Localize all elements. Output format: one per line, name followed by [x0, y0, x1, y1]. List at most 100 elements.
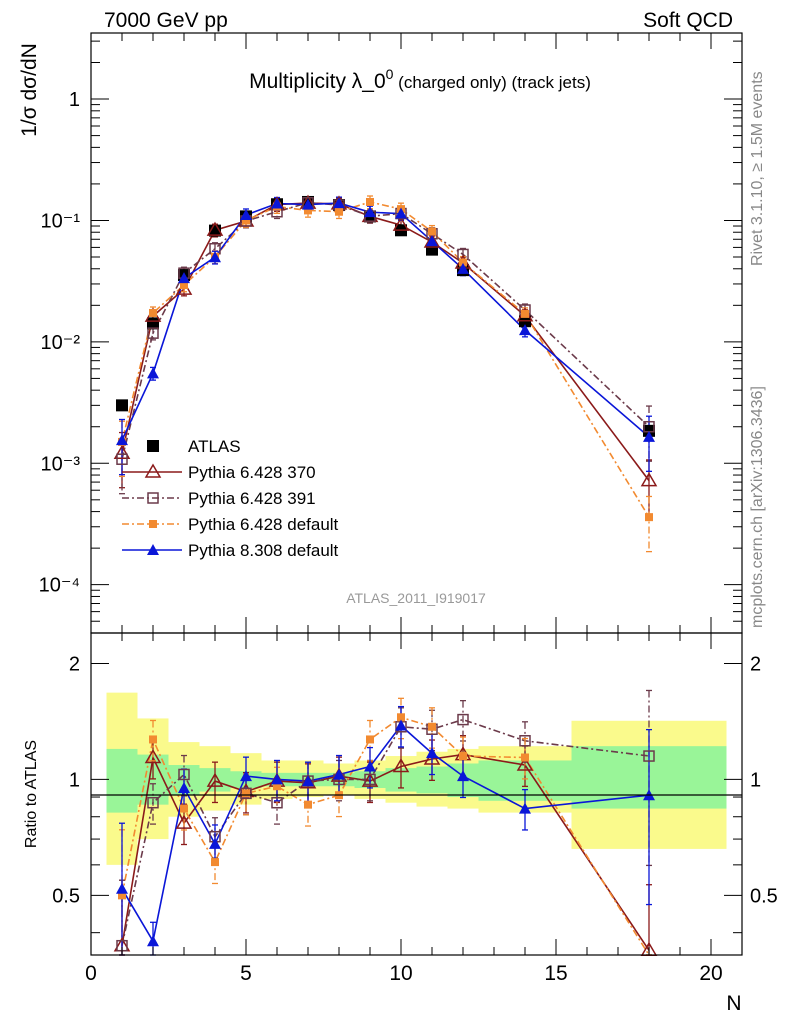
chart-title-superscript: 0 [386, 66, 394, 82]
data-point [640, 472, 658, 487]
ratio-data-point [395, 719, 407, 731]
ratio-data-point [178, 768, 190, 781]
ratio-data-point [643, 750, 655, 762]
data-point [333, 197, 345, 209]
legend-label: Pythia 6.428 391 [188, 489, 316, 508]
ratio-y-tick-label-right: 0.5 [750, 885, 778, 907]
mcplots-label: mcplots.cern.ch [arXiv:1306.3436] [749, 386, 766, 628]
data-point [643, 424, 655, 437]
legend-marker [147, 440, 159, 452]
ratio-y-tick-label-right: 2 [750, 653, 761, 675]
tick-labels: 0 5 10 15 20 10⁻⁴ 10⁻³ 10⁻² 10⁻¹ 1 0.5 0.5 1 1 2 2 [39, 89, 778, 985]
legend-marker [147, 492, 159, 504]
ratio-data-point [147, 935, 159, 947]
legend-marker [147, 544, 159, 555]
header-right: Soft QCD [643, 9, 733, 32]
legend-label: Pythia 6.428 default [188, 515, 339, 534]
data-point [116, 399, 128, 412]
data-point [271, 197, 283, 209]
ratio-data-point [457, 713, 469, 726]
ratio-y-tick-label: 1 [69, 769, 80, 791]
legend-label: Pythia 8.308 default [188, 541, 339, 560]
legend-marker [149, 520, 157, 528]
ratio-series-line [121, 716, 650, 956]
series-line [121, 201, 650, 460]
data-point [364, 206, 376, 218]
data-point [423, 233, 441, 248]
ratio-data-point [519, 802, 531, 814]
y-tick-label: 10⁻⁴ [39, 575, 80, 597]
ratio-data-point [209, 837, 221, 849]
ratio-data-point [392, 758, 410, 773]
data-markers [113, 194, 658, 957]
ratio-y-tick-label-right: 1 [750, 769, 761, 791]
legend: ATLAS Pythia 6.428 370 Pythia 6.428 391 Pyt… [122, 437, 339, 560]
x-tick-label: 5 [240, 962, 252, 985]
ratio-data-point [147, 796, 159, 809]
ratio-data-point [206, 772, 224, 787]
data-point [116, 453, 128, 465]
data-point [335, 207, 343, 216]
ratio-data-point [459, 752, 467, 761]
ratio-data-point [240, 787, 252, 800]
ratio-data-point [175, 814, 193, 829]
ratio-data-point [304, 800, 312, 809]
ratio-data-point [240, 770, 252, 782]
ratio-data-point [116, 882, 128, 894]
y-tick-label: 10⁻³ [41, 453, 81, 475]
x-tick-label: 0 [85, 962, 97, 985]
data-point [459, 258, 467, 267]
data-point [519, 324, 531, 336]
ratio-y-tick-label: 0.5 [52, 885, 80, 907]
axis-ticks [90, 33, 743, 955]
data-point [149, 308, 157, 317]
legend-label: Pythia 6.428 370 [188, 463, 316, 482]
data-point [304, 206, 312, 215]
ratio-data-point [457, 770, 469, 782]
ratio-data-point [516, 756, 534, 771]
ratio-panel-frame [90, 632, 743, 956]
chart-title: Multiplicity λ_00 (charged only) (track … [249, 66, 591, 93]
ratio-data-point [361, 772, 379, 787]
ratio-data-point [178, 781, 190, 793]
ratio-data-point [144, 749, 162, 764]
y-tick-label: 10⁻¹ [41, 210, 81, 232]
legend-label: ATLAS [188, 437, 241, 456]
rivet-label: Rivet 3.1.10, ≥ 1.5M events [749, 71, 766, 266]
x-axis-label: N [726, 992, 741, 1015]
data-point [116, 434, 128, 446]
ratio-data-point [364, 773, 376, 786]
ratio-data-point [273, 782, 281, 791]
x-tick-label: 10 [389, 962, 412, 985]
ratio-data-point [118, 891, 126, 900]
data-point [302, 198, 314, 210]
band-inner [106, 748, 138, 813]
ratio-data-point [426, 747, 438, 759]
ratio-data-point [333, 768, 345, 780]
chart-title-suffix: (charged only) (track jets) [393, 73, 590, 92]
data-point [426, 235, 438, 247]
data-point [521, 309, 529, 318]
data-point [242, 216, 250, 225]
x-tick-label: 20 [699, 962, 722, 985]
data-point [180, 281, 188, 290]
series-line [121, 202, 650, 441]
ratio-y-axis-label: Ratio to ATLAS [23, 740, 40, 848]
ratio-data-point [271, 773, 283, 785]
ratio-series-line [121, 724, 650, 944]
data-point [643, 430, 655, 442]
ratio-data-point [428, 722, 436, 731]
series-lines [121, 201, 650, 956]
data-point [178, 272, 190, 284]
ratio-y-tick-label: 2 [69, 653, 80, 675]
ratio-series-line [121, 718, 650, 946]
ratio-data-point [364, 760, 376, 772]
data-point [457, 262, 469, 274]
y-tick-label: 1 [69, 89, 80, 111]
data-point [147, 367, 159, 379]
data-point [645, 513, 653, 522]
data-point [428, 227, 436, 236]
analysis-watermark: ATLAS_2011_I919017 [346, 590, 486, 606]
data-point [392, 216, 410, 231]
